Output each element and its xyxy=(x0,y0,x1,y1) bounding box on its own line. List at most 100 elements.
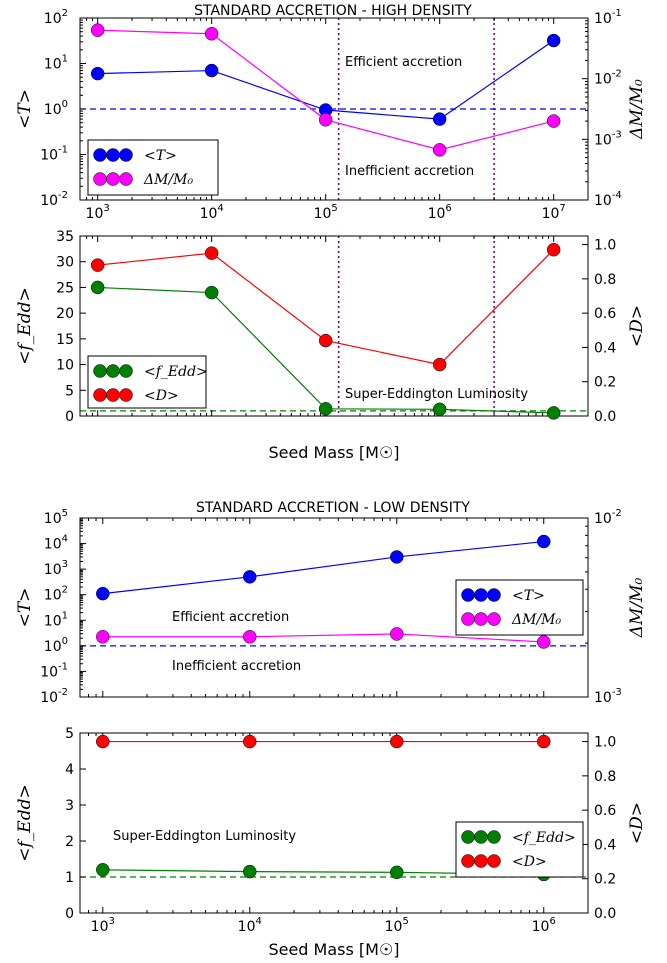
y2-tick-label: 0.2 xyxy=(594,872,616,888)
legend-label: ΔM/M₀ xyxy=(511,612,561,628)
y-tick-label: 5 xyxy=(65,383,74,399)
data-point xyxy=(96,734,110,749)
legend-box xyxy=(87,355,207,409)
y-tick-label: 4 xyxy=(65,762,74,778)
data-point xyxy=(90,258,105,272)
y2-axis-label: <D> xyxy=(627,305,647,347)
data-point xyxy=(537,635,551,649)
y2-tick-label: 0.4 xyxy=(594,837,616,853)
x-tick-label: 107 xyxy=(542,203,566,222)
data-point xyxy=(90,66,105,81)
legend-box xyxy=(455,579,584,636)
x-tick-label: 104 xyxy=(200,203,224,222)
x-tick-label: 106 xyxy=(532,916,556,935)
data-point xyxy=(432,357,447,372)
y-tick-label: 101 xyxy=(44,610,68,629)
y-tick-label: 2 xyxy=(65,834,74,850)
legend-marker xyxy=(106,148,120,162)
legend-marker xyxy=(474,588,488,602)
data-point xyxy=(537,534,551,549)
data-point xyxy=(318,333,333,348)
data-point xyxy=(243,570,257,584)
panel-low_density-bottom: 103 104 105 106 Seed Mass [M☉] 0 1 2 3 4 5 0.0 0.2 0.… xyxy=(15,726,647,959)
y2-tick-label: 0.2 xyxy=(594,375,616,391)
data-point xyxy=(390,865,404,880)
x-tick-label: 105 xyxy=(314,203,338,222)
legend-box xyxy=(455,821,584,878)
y-tick-label: 10-2 xyxy=(40,687,68,706)
annotation: Super-Eddington Luminosity xyxy=(345,387,528,402)
y2-tick-label: 10-4 xyxy=(594,190,622,209)
legend-marker xyxy=(119,364,133,378)
legend-label: <T> xyxy=(144,148,177,164)
legend-label: <D> xyxy=(512,854,547,870)
data-point xyxy=(390,550,404,564)
panel-high_density-top: STANDARD ACCRETION - HIGH DENSITY 103 104 1… xyxy=(15,3,647,222)
data-point xyxy=(546,406,561,420)
y-tick-label: 100 xyxy=(44,636,68,655)
plot-frame xyxy=(79,235,589,417)
legend-marker xyxy=(106,388,120,402)
y2-axis-label: <D> xyxy=(627,802,647,844)
data-point xyxy=(432,402,447,417)
legend-marker xyxy=(461,588,475,602)
data-point xyxy=(243,734,257,749)
y2-tick-label: 0.6 xyxy=(594,306,616,322)
y-axis-label: <T> xyxy=(15,588,35,628)
y2-tick-label: 0.8 xyxy=(594,272,616,288)
plot-frame xyxy=(79,517,589,698)
legend-marker xyxy=(461,854,475,868)
x-tick-label: 106 xyxy=(428,203,452,222)
data-point xyxy=(90,23,105,37)
y-tick-label: 10-2 xyxy=(40,190,68,209)
data-point xyxy=(204,27,219,41)
y-axis-label: <T> xyxy=(15,89,35,129)
y2-tick-label: 10-2 xyxy=(594,69,622,88)
y-tick-label: 0 xyxy=(65,409,74,425)
chart-title: STANDARD ACCRETION - HIGH DENSITY xyxy=(194,3,472,19)
legend-marker xyxy=(93,172,107,186)
legend-marker xyxy=(119,148,133,162)
y-tick-label: 105 xyxy=(44,508,68,527)
y2-tick-label: 0.0 xyxy=(594,906,616,922)
y-tick-label: 30 xyxy=(56,255,74,271)
y2-axis-label: ΔM/M₀ xyxy=(627,578,647,639)
y-tick-label: 25 xyxy=(56,280,74,296)
y-tick-label: 100 xyxy=(44,99,68,118)
y-axis-label: <f_Edd> xyxy=(15,784,35,861)
data-point xyxy=(96,586,110,601)
data-point xyxy=(204,285,219,300)
annotation: Inefficient accretion xyxy=(345,164,474,179)
annotation: Super-Eddington Luminosity xyxy=(113,829,296,844)
y-axis-label: <f_Edd> xyxy=(15,287,35,364)
panel-high_density-bottom: Seed Mass [M☉] 0 5 10 15 20 25 30 35 0.0 0.2 0.4 0.6… xyxy=(15,229,647,462)
legend-marker xyxy=(461,830,475,844)
legend-marker xyxy=(487,854,501,868)
x-tick-label: 103 xyxy=(91,916,115,935)
series-line-0 xyxy=(102,540,544,595)
x-tick-label: 103 xyxy=(86,203,110,222)
y2-tick-label: 10-2 xyxy=(594,508,622,527)
legend-marker xyxy=(474,612,488,626)
y2-tick-label: 0.0 xyxy=(594,409,616,425)
y2-tick-label: 0.8 xyxy=(594,769,616,785)
y2-tick-label: 10-3 xyxy=(594,687,622,706)
y-tick-label: 35 xyxy=(56,229,74,245)
data-point xyxy=(96,630,110,644)
data-point xyxy=(390,734,404,749)
data-point xyxy=(546,114,561,128)
legend-marker xyxy=(487,612,501,626)
y2-tick-label: 0.4 xyxy=(594,340,616,356)
y2-tick-label: 10-3 xyxy=(594,129,622,148)
y-tick-label: 102 xyxy=(44,8,68,27)
x-tick-label: 105 xyxy=(385,916,409,935)
data-point xyxy=(432,112,447,126)
y-tick-label: 104 xyxy=(44,534,68,553)
data-point xyxy=(243,864,257,879)
legend: <f_Edd> <D> xyxy=(87,355,208,409)
series-line-1 xyxy=(102,633,544,643)
y-tick-label: 10-1 xyxy=(40,661,68,680)
data-point xyxy=(546,33,561,48)
legend-label: ΔM/M₀ xyxy=(143,172,193,188)
data-point xyxy=(96,863,110,877)
